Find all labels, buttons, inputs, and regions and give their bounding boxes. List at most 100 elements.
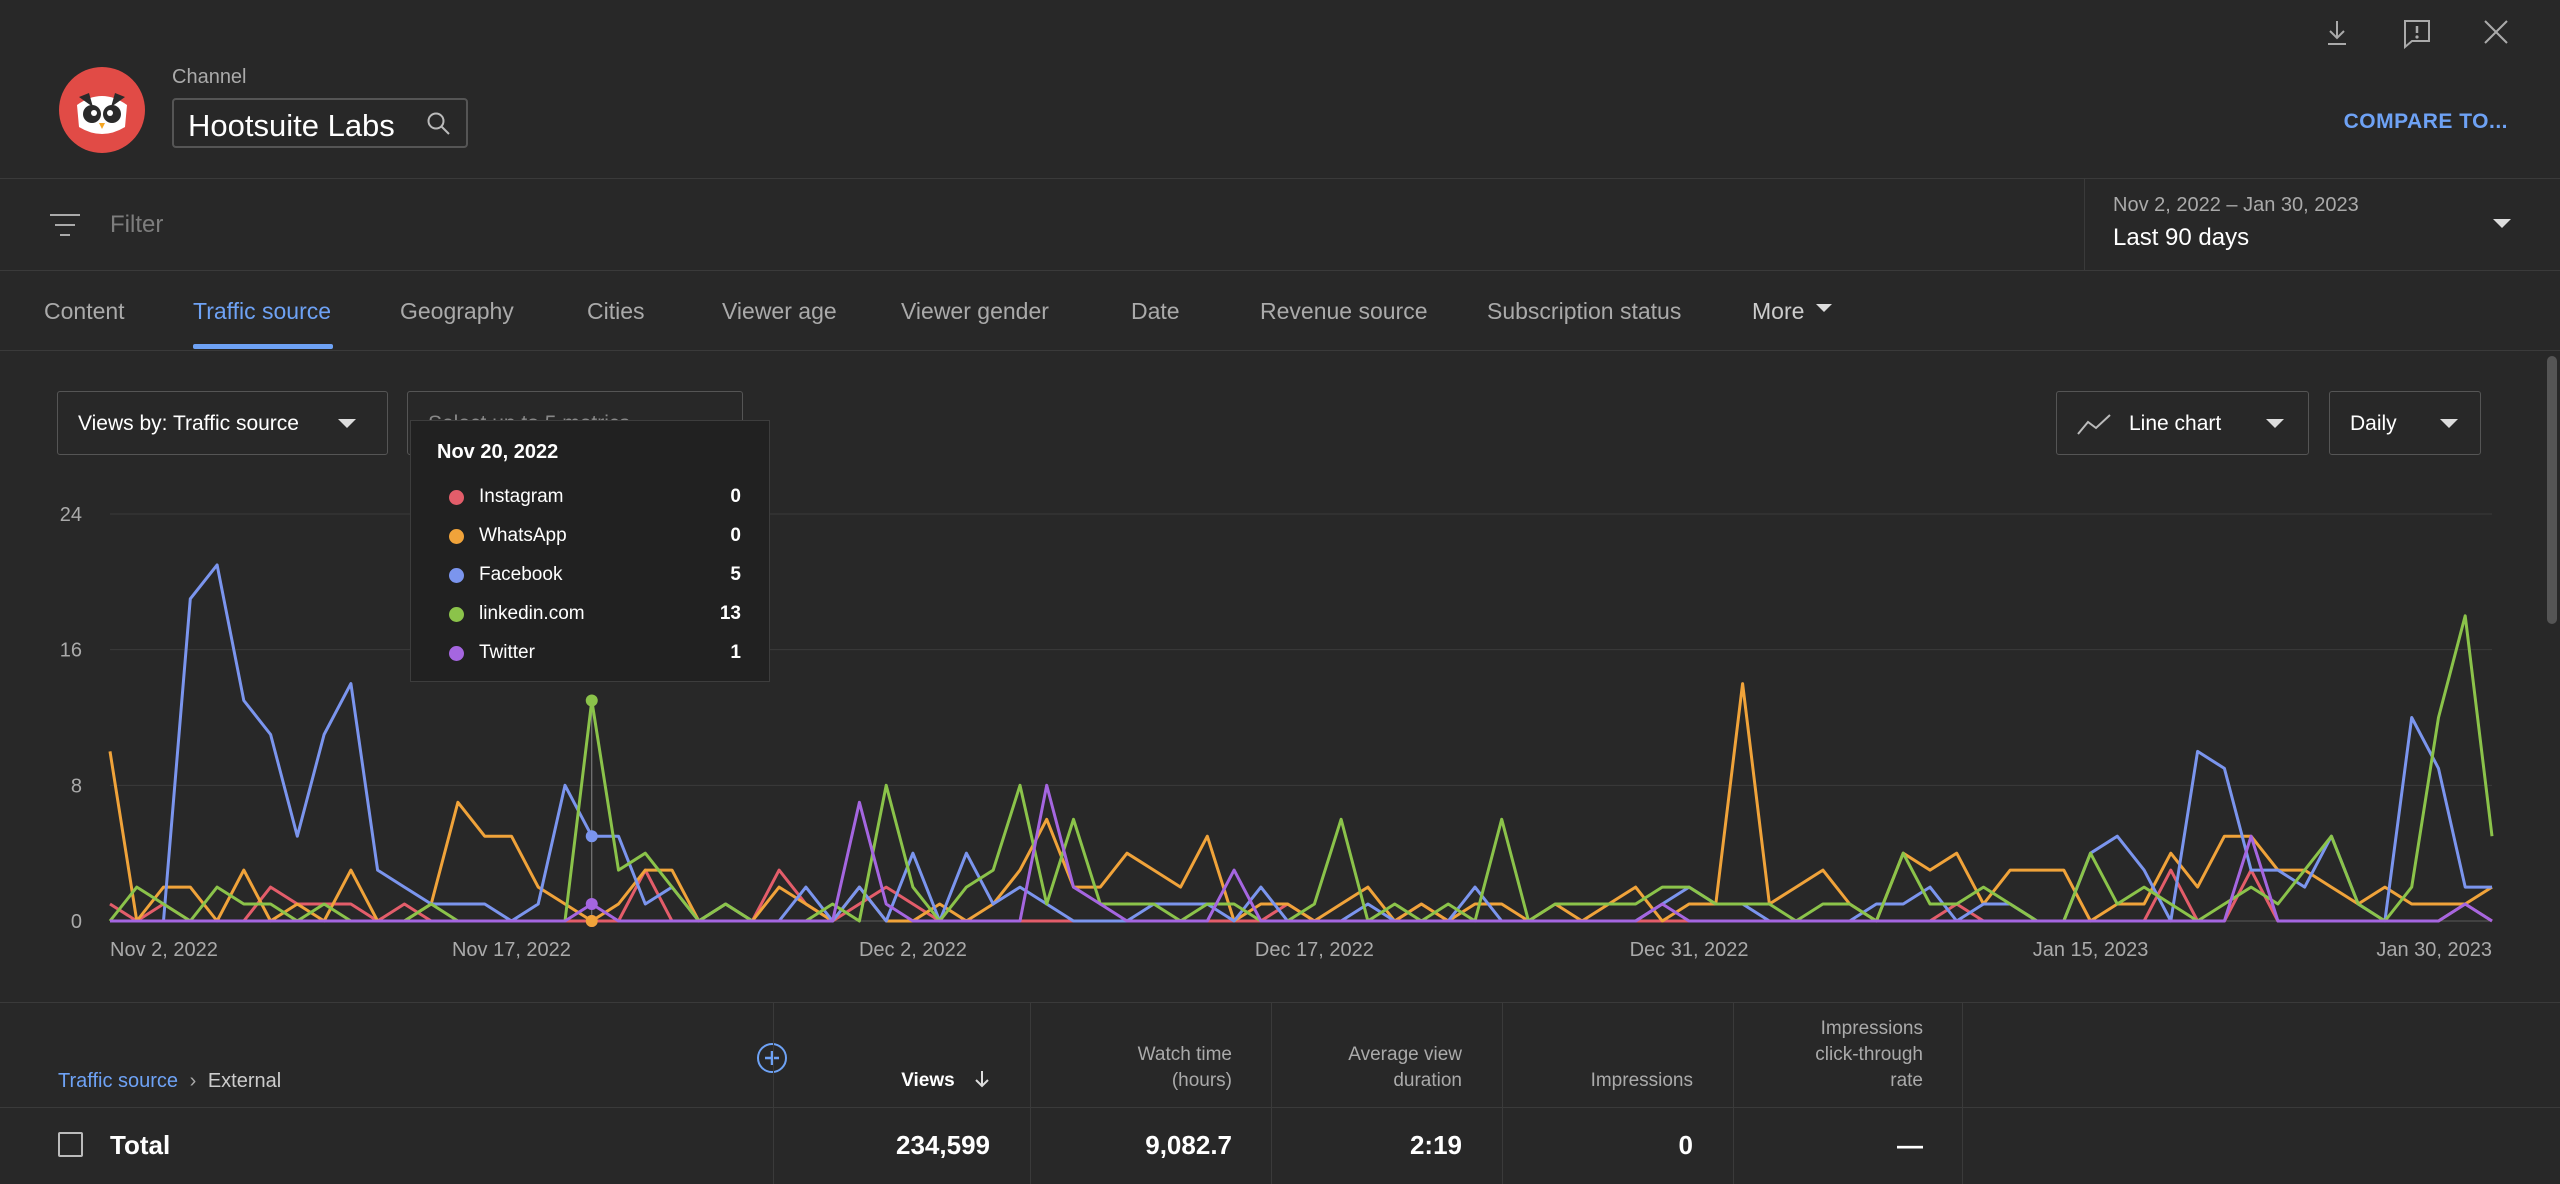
channel-header: Channel Hootsuite Labs COMPARE TO... <box>0 0 2560 179</box>
total-views: 234,599 <box>896 1130 990 1160</box>
column-header-views[interactable]: Views <box>800 1068 990 1094</box>
table-divider <box>0 1002 2560 1003</box>
tab-content[interactable]: Content <box>44 298 125 324</box>
column-header-impressions[interactable]: Impressions <box>1520 1068 1693 1094</box>
column-header-line: rate <box>1890 1070 1923 1091</box>
x-tick-label: Dec 17, 2022 <box>1255 939 1374 961</box>
column-header-line: (hours) <box>1171 1070 1232 1091</box>
tooltip-value: 0 <box>730 525 741 546</box>
column-header-line: click-through <box>1815 1044 1923 1065</box>
column-divider <box>1030 1003 1031 1184</box>
channel-name: Hootsuite Labs <box>188 108 395 143</box>
tab-subscription-status[interactable]: Subscription status <box>1487 298 1682 324</box>
y-tick-label: 8 <box>71 775 82 797</box>
sort-arrow-down-icon <box>975 1071 989 1088</box>
tab-traffic-source[interactable]: Traffic source <box>193 298 332 324</box>
granularity-label: Daily <box>2350 412 2397 435</box>
tab-more[interactable]: More <box>1752 298 1804 325</box>
metric-dropdown-label: Views by: Traffic source <box>78 412 299 435</box>
column-header-avg-view-duration[interactable]: Average view duration <box>1290 1042 1462 1094</box>
tab-viewer-gender[interactable]: Viewer gender <box>901 298 1049 324</box>
tooltip-date: Nov 20, 2022 <box>437 441 559 463</box>
tab-cities[interactable]: Cities <box>587 298 645 324</box>
column-header-line: Average view <box>1348 1044 1462 1065</box>
tooltip-row: linkedin.com 13 <box>437 600 755 630</box>
total-row-label: Total <box>110 1130 171 1160</box>
hover-point <box>585 694 598 707</box>
column-header-watch-time[interactable]: Watch time (hours) <box>1060 1042 1232 1094</box>
chart-type-dropdown[interactable]: Line chart <box>2056 391 2309 455</box>
tooltip-value: 13 <box>719 603 741 624</box>
column-divider <box>1502 1003 1503 1184</box>
legend-dot-icon <box>449 568 464 583</box>
granularity-dropdown[interactable]: Daily <box>2329 391 2481 455</box>
tooltip-label: Facebook <box>479 564 563 585</box>
tooltip-label: WhatsApp <box>479 525 567 546</box>
tooltip-row: Twitter 1 <box>437 639 755 669</box>
column-header-impressions-ctr[interactable]: Impressions click-through rate <box>1750 1016 1923 1094</box>
hover-point <box>585 830 598 843</box>
table-divider <box>0 1107 2560 1108</box>
tooltip-row: Instagram 0 <box>437 483 755 513</box>
chevron-down-icon <box>338 419 356 428</box>
tab-viewer-age[interactable]: Viewer age <box>722 298 837 324</box>
series-line-whatsapp <box>108 682 2493 923</box>
tab-geography[interactable]: Geography <box>400 298 514 324</box>
chevron-down-icon <box>2266 419 2284 428</box>
legend-dot-icon <box>449 607 464 622</box>
scrollbar[interactable] <box>2547 356 2557 624</box>
tab-revenue-source[interactable]: Revenue source <box>1260 298 1428 324</box>
legend-dot-icon <box>449 529 464 544</box>
total-avg-view-duration: 2:19 <box>1409 1130 1462 1160</box>
metric-dropdown[interactable]: Views by: Traffic source <box>57 391 388 455</box>
add-column-icon[interactable] <box>756 1042 788 1074</box>
total-impressions-ctr: — <box>1897 1130 1923 1160</box>
column-divider <box>1271 1003 1272 1184</box>
date-range-label: Last 90 days <box>2113 224 2250 251</box>
tab-more-label: More <box>1752 298 1805 324</box>
column-header-line: Impressions <box>1820 1018 1923 1039</box>
feedback-icon[interactable] <box>2402 18 2432 50</box>
y-tick-label: 16 <box>60 640 82 662</box>
channel-avatar[interactable] <box>59 67 145 153</box>
date-range-dates: Nov 2, 2022 – Jan 30, 2023 <box>2113 194 2359 216</box>
chart-tooltip: Nov 20, 2022 Instagram 0 WhatsApp 0 Face… <box>410 420 770 682</box>
y-tick-label: 24 <box>60 504 82 526</box>
tooltip-value: 5 <box>730 564 741 585</box>
tooltip-value: 1 <box>730 642 741 663</box>
tooltip-row: Facebook 5 <box>437 561 755 591</box>
total-row-checkbox[interactable] <box>58 1132 83 1157</box>
breadcrumb-root[interactable]: Traffic source <box>58 1070 179 1092</box>
chart-type-label: Line chart <box>2129 412 2222 435</box>
compare-to-button[interactable]: COMPARE TO... <box>2343 110 2508 133</box>
more-chevron-down-icon <box>1816 304 1832 312</box>
close-icon[interactable] <box>2482 18 2510 46</box>
channel-label: Channel <box>172 66 247 88</box>
breadcrumb: Traffic source › External <box>58 1070 281 1093</box>
x-tick-label: Nov 2, 2022 <box>110 939 218 961</box>
download-icon[interactable] <box>2324 18 2350 48</box>
legend-dot-icon <box>449 646 464 661</box>
series-line-twitter <box>110 783 2493 923</box>
date-range-selector[interactable]: Nov 2, 2022 – Jan 30, 2023 Last 90 days <box>2084 178 2560 270</box>
filter-input[interactable]: Filter <box>110 211 164 238</box>
total-watch-time: 9,082.7 <box>1145 1130 1232 1160</box>
hover-point <box>585 915 598 927</box>
filter-bar: Filter <box>0 178 2560 271</box>
column-header-line: Watch time <box>1137 1044 1232 1065</box>
active-tab-indicator <box>193 344 333 349</box>
traffic-source-line-chart[interactable]: 0 8 16 24 Nov 2, 2022 Nov 17, 2022 Dec 2, 2022… <box>0 470 2560 980</box>
breadcrumb-leaf: External <box>207 1070 282 1092</box>
tab-date[interactable]: Date <box>1131 298 1180 324</box>
chevron-down-icon <box>2493 219 2511 228</box>
filter-icon[interactable] <box>50 213 80 237</box>
tooltip-label: Instagram <box>479 486 564 507</box>
column-divider <box>773 1003 774 1184</box>
search-icon[interactable] <box>426 111 452 137</box>
tooltip-label: Twitter <box>479 642 535 663</box>
hover-point <box>585 898 598 911</box>
column-header-line: Impressions <box>1590 1070 1693 1091</box>
channel-selector[interactable]: Hootsuite Labs <box>172 98 468 148</box>
total-impressions: 0 <box>1678 1130 1693 1160</box>
column-header-line: duration <box>1393 1070 1462 1091</box>
